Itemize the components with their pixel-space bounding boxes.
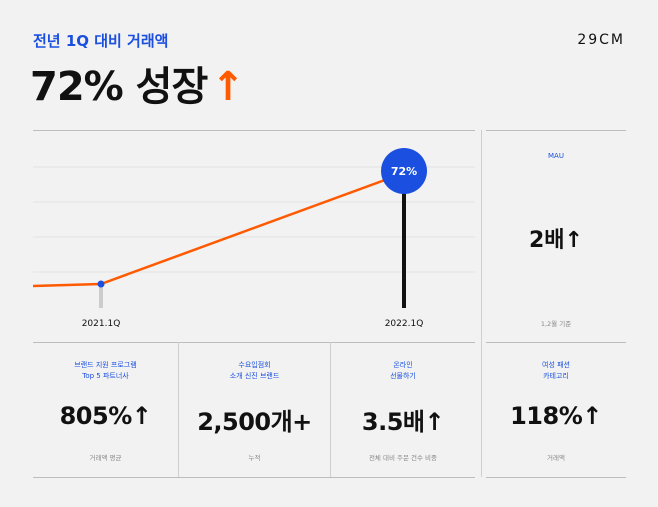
bar-2021-1q [99, 284, 103, 308]
eyebrow-title: 전년 1Q 대비 거래액 [33, 32, 169, 50]
stat-card-womens-fashion: 여성 패션 카테고리 118%↑ 거래액 [486, 342, 626, 477]
growth-chart: 72% 2021.1Q 2022.1Q [33, 130, 475, 340]
stat-card-brand-program: 브랜드 지원 프로그램 Top 5 파트너사 805%↑ 거래액 평균 [33, 342, 178, 477]
stat-card-online-gift: 온라인 선물하기 3.5배↑ 전체 대비 주문 건수 비중 [331, 342, 475, 477]
card-divider-2 [330, 342, 331, 477]
mau-note: 1,2월 기준 [540, 320, 572, 328]
data-label-2022-1q: 72% [391, 165, 417, 178]
mau-panel: MAU 2배↑ 1,2월 기준 [486, 130, 626, 340]
mau-value: 2배↑ [529, 228, 583, 253]
headline-text: 72% 성장 [30, 64, 208, 110]
headline: 72% 성장 ↑ [30, 54, 245, 112]
series-line-lead [33, 282, 102, 288]
stat-note: 거래액 [547, 454, 565, 462]
x-tick-label: 2022.1Q [385, 319, 424, 329]
stat-value: 2,500개+ [197, 408, 312, 436]
bottom-divider [33, 477, 475, 478]
stat-value: 805%↑ [59, 402, 152, 430]
stat-label: 온라인 선물하기 [390, 361, 416, 380]
stat-label: 수요입점회 소개 신진 브랜드 [229, 361, 280, 380]
mau-label: MAU [548, 152, 564, 160]
x-tick-label: 2021.1Q [82, 319, 121, 329]
top-divider [33, 130, 475, 131]
stat-label: 브랜드 지원 프로그램 Top 5 파트너사 [74, 361, 137, 380]
bar-2022-1q [402, 171, 406, 308]
stat-label: 여성 패션 카테고리 [542, 361, 570, 380]
up-arrow-icon: ↑ [211, 64, 245, 110]
point-2021-1q [97, 280, 105, 288]
stat-card-new-brands: 수요입점회 소개 신진 브랜드 2,500개+ 누적 [179, 342, 330, 477]
growth-chart-svg: 72% 2021.1Q 2022.1Q [33, 148, 475, 329]
brand-logo: 29CM [577, 32, 625, 48]
stat-value: 118%↑ [510, 402, 602, 430]
stat-value: 3.5배↑ [361, 408, 445, 436]
top-divider-right [486, 130, 626, 131]
point-2022-1q-badge [381, 148, 427, 194]
middle-divider-right [486, 342, 626, 343]
card-divider-1 [178, 342, 179, 477]
stat-note: 누적 [248, 454, 261, 462]
series-line [100, 171, 405, 286]
stat-note: 거래액 평균 [89, 454, 122, 462]
stat-note: 전체 대비 주문 건수 비중 [368, 454, 438, 462]
middle-divider [33, 342, 475, 343]
bottom-divider-right [486, 477, 626, 478]
column-divider [481, 130, 482, 477]
